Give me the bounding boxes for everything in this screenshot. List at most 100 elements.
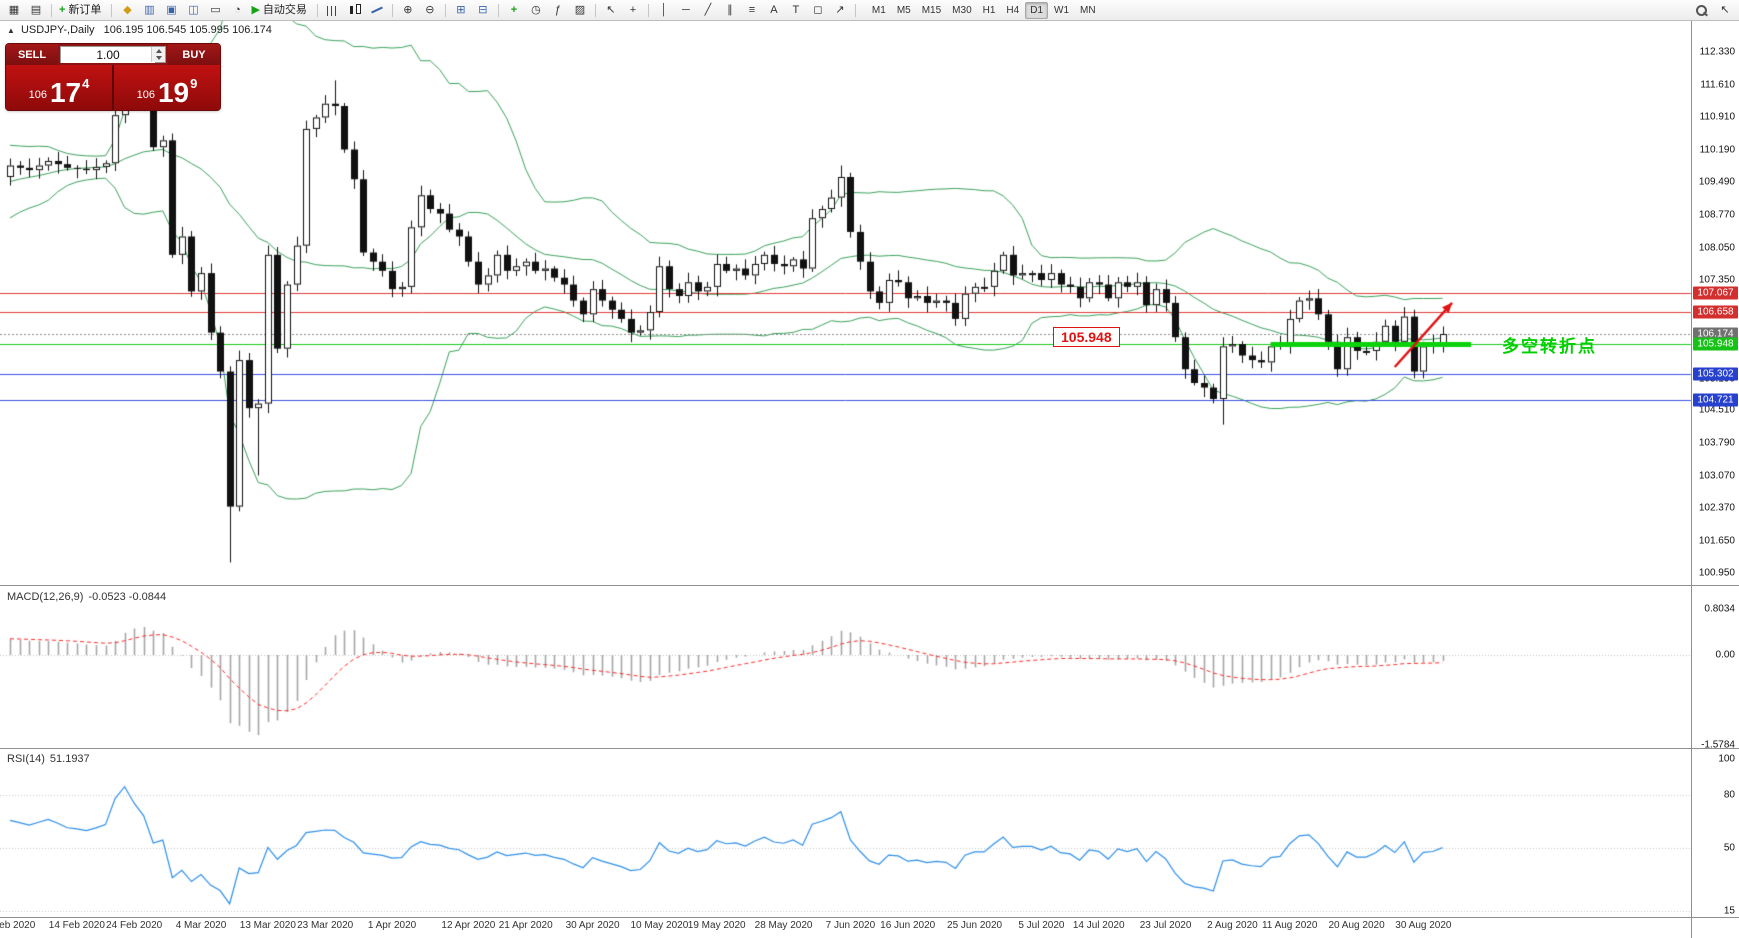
plus-icon: +: [59, 4, 66, 16]
date-label: 5 Feb 2020: [0, 920, 36, 931]
date-label: 7 Jun 2020: [825, 920, 876, 931]
time-axis-border: [0, 917, 1739, 918]
date-label: 5 Jul 2020: [1018, 920, 1065, 931]
price-tag: 106.174: [1693, 327, 1738, 341]
data-window-icon[interactable]: ▣: [166, 4, 177, 16]
market-watch-icon[interactable]: ▥: [144, 4, 155, 16]
crosshair-tool-button[interactable]: +: [629, 4, 637, 16]
navigator-icon[interactable]: ◫: [188, 4, 199, 16]
price-axis[interactable]: 112.330 111.610 110.910 110.190 109.490 108.7…: [1692, 20, 1739, 938]
search-button[interactable]: [1691, 2, 1711, 18]
sell-button[interactable]: SELL: [6, 44, 58, 65]
timeframe-mn[interactable]: MN: [1080, 4, 1096, 16]
candlestick-mode-button[interactable]: [345, 2, 365, 18]
rsi-value: 51.1937: [49, 753, 90, 765]
trendline-tool-button[interactable]: ╱: [704, 4, 712, 16]
label-tool-button[interactable]: T: [792, 4, 800, 16]
timeframe-m30[interactable]: M30: [952, 4, 972, 16]
toolbar-separator: [444, 3, 446, 17]
timeframe-group: M1 M5 M15 M30 H1 H4 D1 W1 MN: [867, 1, 1101, 19]
autotrade-label: 自动交易: [262, 4, 307, 16]
timeframe-m5[interactable]: M5: [896, 4, 911, 16]
price-tag: 106.658: [1693, 305, 1738, 319]
channel-tool-button[interactable]: ∥: [727, 4, 733, 16]
vertical-line-tool-button[interactable]: │: [660, 4, 668, 16]
indicators-list-button[interactable]: ƒ: [554, 4, 561, 16]
pointer-button[interactable]: ↖: [1720, 4, 1730, 16]
price-tick: 103.070: [1698, 470, 1735, 482]
toolbar-separator: [594, 3, 596, 17]
price-tick: 110.190: [1699, 144, 1735, 156]
toolbar: ▦ ▤ + 新订单 ◆ ▥ ▣ ◫ ▭ ◔ ▶ 自动交易 ⊕ ⊖ ⊞ ⊟ + ◷…: [0, 0, 1739, 21]
price-tick: 102.370: [1698, 502, 1735, 514]
timeframe-h1[interactable]: H1: [982, 4, 996, 16]
bar-chart-mode-button[interactable]: [323, 2, 343, 18]
timeframe-m15[interactable]: M15: [921, 4, 942, 16]
price-tick: 109.490: [1698, 176, 1735, 188]
fibonacci-tool-button[interactable]: ≡: [748, 4, 756, 16]
zoom-in-button[interactable]: ⊕: [403, 4, 413, 16]
toolbar-separator: [316, 3, 318, 17]
volume-input[interactable]: [61, 46, 155, 63]
volume-increase-button[interactable]: [152, 47, 165, 55]
timeframe-m1[interactable]: M1: [871, 4, 886, 16]
arrows-tool-button[interactable]: ↗: [835, 4, 845, 16]
date-label: 30 Aug 2020: [1395, 920, 1452, 931]
add-indicator-button[interactable]: +: [510, 4, 518, 16]
rsi-axis-tick: 100: [1718, 753, 1735, 765]
toolbar-separator: [497, 3, 499, 17]
date-label: 11 Aug 2020: [1261, 920, 1318, 931]
grid-toggle-button[interactable]: ⊞: [456, 4, 466, 16]
toolbar-separator: [51, 3, 52, 17]
price-tag: 105.302: [1693, 367, 1738, 381]
play-icon: ▶: [251, 4, 260, 16]
shapes-tool-button[interactable]: ◻: [813, 4, 823, 16]
new-chart-icon[interactable]: ▦: [8, 4, 20, 16]
timeframe-w1[interactable]: W1: [1054, 4, 1070, 16]
bar-chart-icon: [327, 6, 339, 16]
horizontal-line-tool-button[interactable]: ─: [682, 4, 690, 16]
turning-point-label[interactable]: 多空转折点: [1502, 337, 1597, 356]
macd-axis-tick: -1.5784: [1701, 739, 1735, 751]
macd-values: -0.0523 -0.0844: [88, 591, 167, 603]
sell-price-pips: 17: [49, 77, 82, 109]
profiles-icon[interactable]: ▤: [30, 4, 42, 16]
trade-panel-prices: 106 17 4 106 19 9: [6, 65, 220, 110]
buy-button[interactable]: BUY: [168, 44, 220, 65]
autotrade-button[interactable]: ▶ 自动交易: [249, 2, 311, 18]
toolbar-separator: [854, 3, 856, 17]
price-tick: 108.050: [1698, 242, 1735, 254]
timeframe-d1[interactable]: D1: [1025, 1, 1049, 19]
buy-price-button[interactable]: 106 19 9: [114, 65, 220, 110]
collapse-icon[interactable]: ▲: [7, 26, 15, 35]
tile-windows-button[interactable]: ⊟: [478, 4, 488, 16]
date-label: 23 Mar 2020: [297, 920, 354, 931]
strategy-tester-icon[interactable]: ◔: [234, 4, 241, 16]
macd-axis-tick: 0.8034: [1704, 603, 1735, 615]
cursor-tool-button[interactable]: ↖: [606, 4, 616, 16]
price-tick: 112.330: [1699, 46, 1735, 58]
timeframe-h4[interactable]: H4: [1006, 4, 1020, 16]
volume-decrease-button[interactable]: [152, 54, 165, 62]
date-label: 30 Apr 2020: [565, 920, 620, 931]
macd-label: MACD(12,26,9) -0.0523 -0.0844: [7, 591, 171, 603]
date-label: 28 May 2020: [754, 920, 813, 931]
mql5-compass-icon[interactable]: ◆: [123, 4, 132, 16]
macd-panel-separator[interactable]: [0, 585, 1739, 586]
rsi-panel-separator[interactable]: [0, 748, 1739, 749]
line-chart-mode-button[interactable]: [367, 2, 387, 18]
one-click-trading-panel: SELL BUY 106 17 4 106 19 9: [6, 44, 220, 110]
zoom-out-button[interactable]: ⊖: [425, 4, 435, 16]
volume-spinner: [151, 47, 165, 62]
periods-button[interactable]: ◷: [531, 4, 541, 16]
date-label: 24 Feb 2020: [106, 920, 163, 931]
text-tool-button[interactable]: A: [770, 4, 778, 16]
price-callout-label[interactable]: 105.948: [1053, 327, 1120, 347]
templates-button[interactable]: ▨: [574, 4, 586, 16]
terminal-icon[interactable]: ▭: [210, 4, 221, 16]
sell-price-button[interactable]: 106 17 4: [6, 65, 112, 110]
date-label: 14 Feb 2020: [48, 920, 105, 931]
new-order-button[interactable]: + 新订单: [57, 2, 106, 18]
